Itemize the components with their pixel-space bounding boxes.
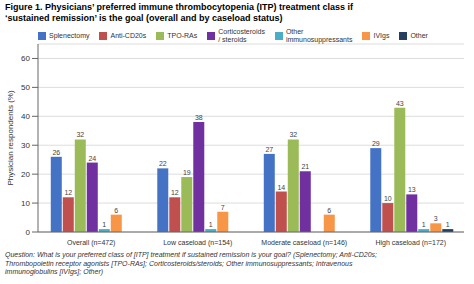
- svg-text:38: 38: [195, 114, 203, 121]
- html-text:TPO-RAs: TPO-RAs: [167, 32, 198, 39]
- html-text:Question: What is your preferr: Question: What is your preferred class o…: [5, 251, 378, 275]
- svg-text:12: 12: [64, 189, 72, 196]
- svg-text:50: 50: [21, 83, 30, 92]
- html-text:Figure 1. Physicians’ preferre: Figure 1. Physicians’ preferred immune t…: [5, 2, 354, 23]
- html-text:Other immunosuppressants: Other immunosuppressants: [285, 28, 353, 43]
- svg-text:60: 60: [21, 54, 30, 63]
- svg-text:24: 24: [88, 155, 96, 162]
- svg-text:22: 22: [159, 160, 167, 167]
- svg-text:32: 32: [76, 131, 84, 138]
- svg-text:1: 1: [422, 221, 426, 228]
- html-text:Corticosteroids / steroids: Corticosteroids / steroids: [218, 28, 265, 43]
- svg-text:Overall (n=472): Overall (n=472): [67, 239, 115, 247]
- svg-text:12: 12: [171, 189, 179, 196]
- svg-text:High caseload (n=172): High caseload (n=172): [375, 239, 446, 247]
- svg-text:13: 13: [408, 186, 416, 193]
- svg-text:1: 1: [102, 221, 106, 228]
- svg-text:19: 19: [183, 169, 191, 176]
- svg-text:Physician respondents (%): Physician respondents (%): [8, 90, 15, 185]
- svg-text:1: 1: [446, 221, 450, 228]
- html-text:Anti-CD20s: Anti-CD20s: [110, 32, 147, 39]
- svg-text:7: 7: [221, 204, 225, 211]
- svg-text:3: 3: [434, 215, 438, 222]
- html-text:Splenectomy: Splenectomy: [49, 32, 90, 39]
- svg-text:21: 21: [301, 163, 309, 170]
- svg-text:26: 26: [52, 149, 60, 156]
- svg-text:10: 10: [384, 195, 392, 202]
- svg-text:Low caseload (n=154): Low caseload (n=154): [163, 239, 232, 247]
- svg-text:1: 1: [209, 221, 213, 228]
- svg-text:Moderate caseload (n=146): Moderate caseload (n=146): [261, 239, 347, 247]
- svg-text:29: 29: [372, 140, 380, 147]
- svg-text:0: 0: [26, 228, 31, 237]
- svg-text:32: 32: [289, 131, 297, 138]
- svg-text:10: 10: [21, 199, 30, 208]
- svg-text:27: 27: [265, 146, 273, 153]
- svg-text:43: 43: [396, 100, 404, 107]
- svg-text:6: 6: [327, 207, 331, 214]
- svg-text:40: 40: [21, 112, 30, 121]
- svg-text:14: 14: [277, 184, 285, 191]
- svg-text:30: 30: [21, 141, 30, 150]
- svg-text:20: 20: [21, 170, 30, 179]
- html-text:Other: Other: [410, 32, 428, 39]
- svg-text:6: 6: [114, 207, 118, 214]
- html-text:IVIgs: IVIgs: [373, 32, 390, 39]
